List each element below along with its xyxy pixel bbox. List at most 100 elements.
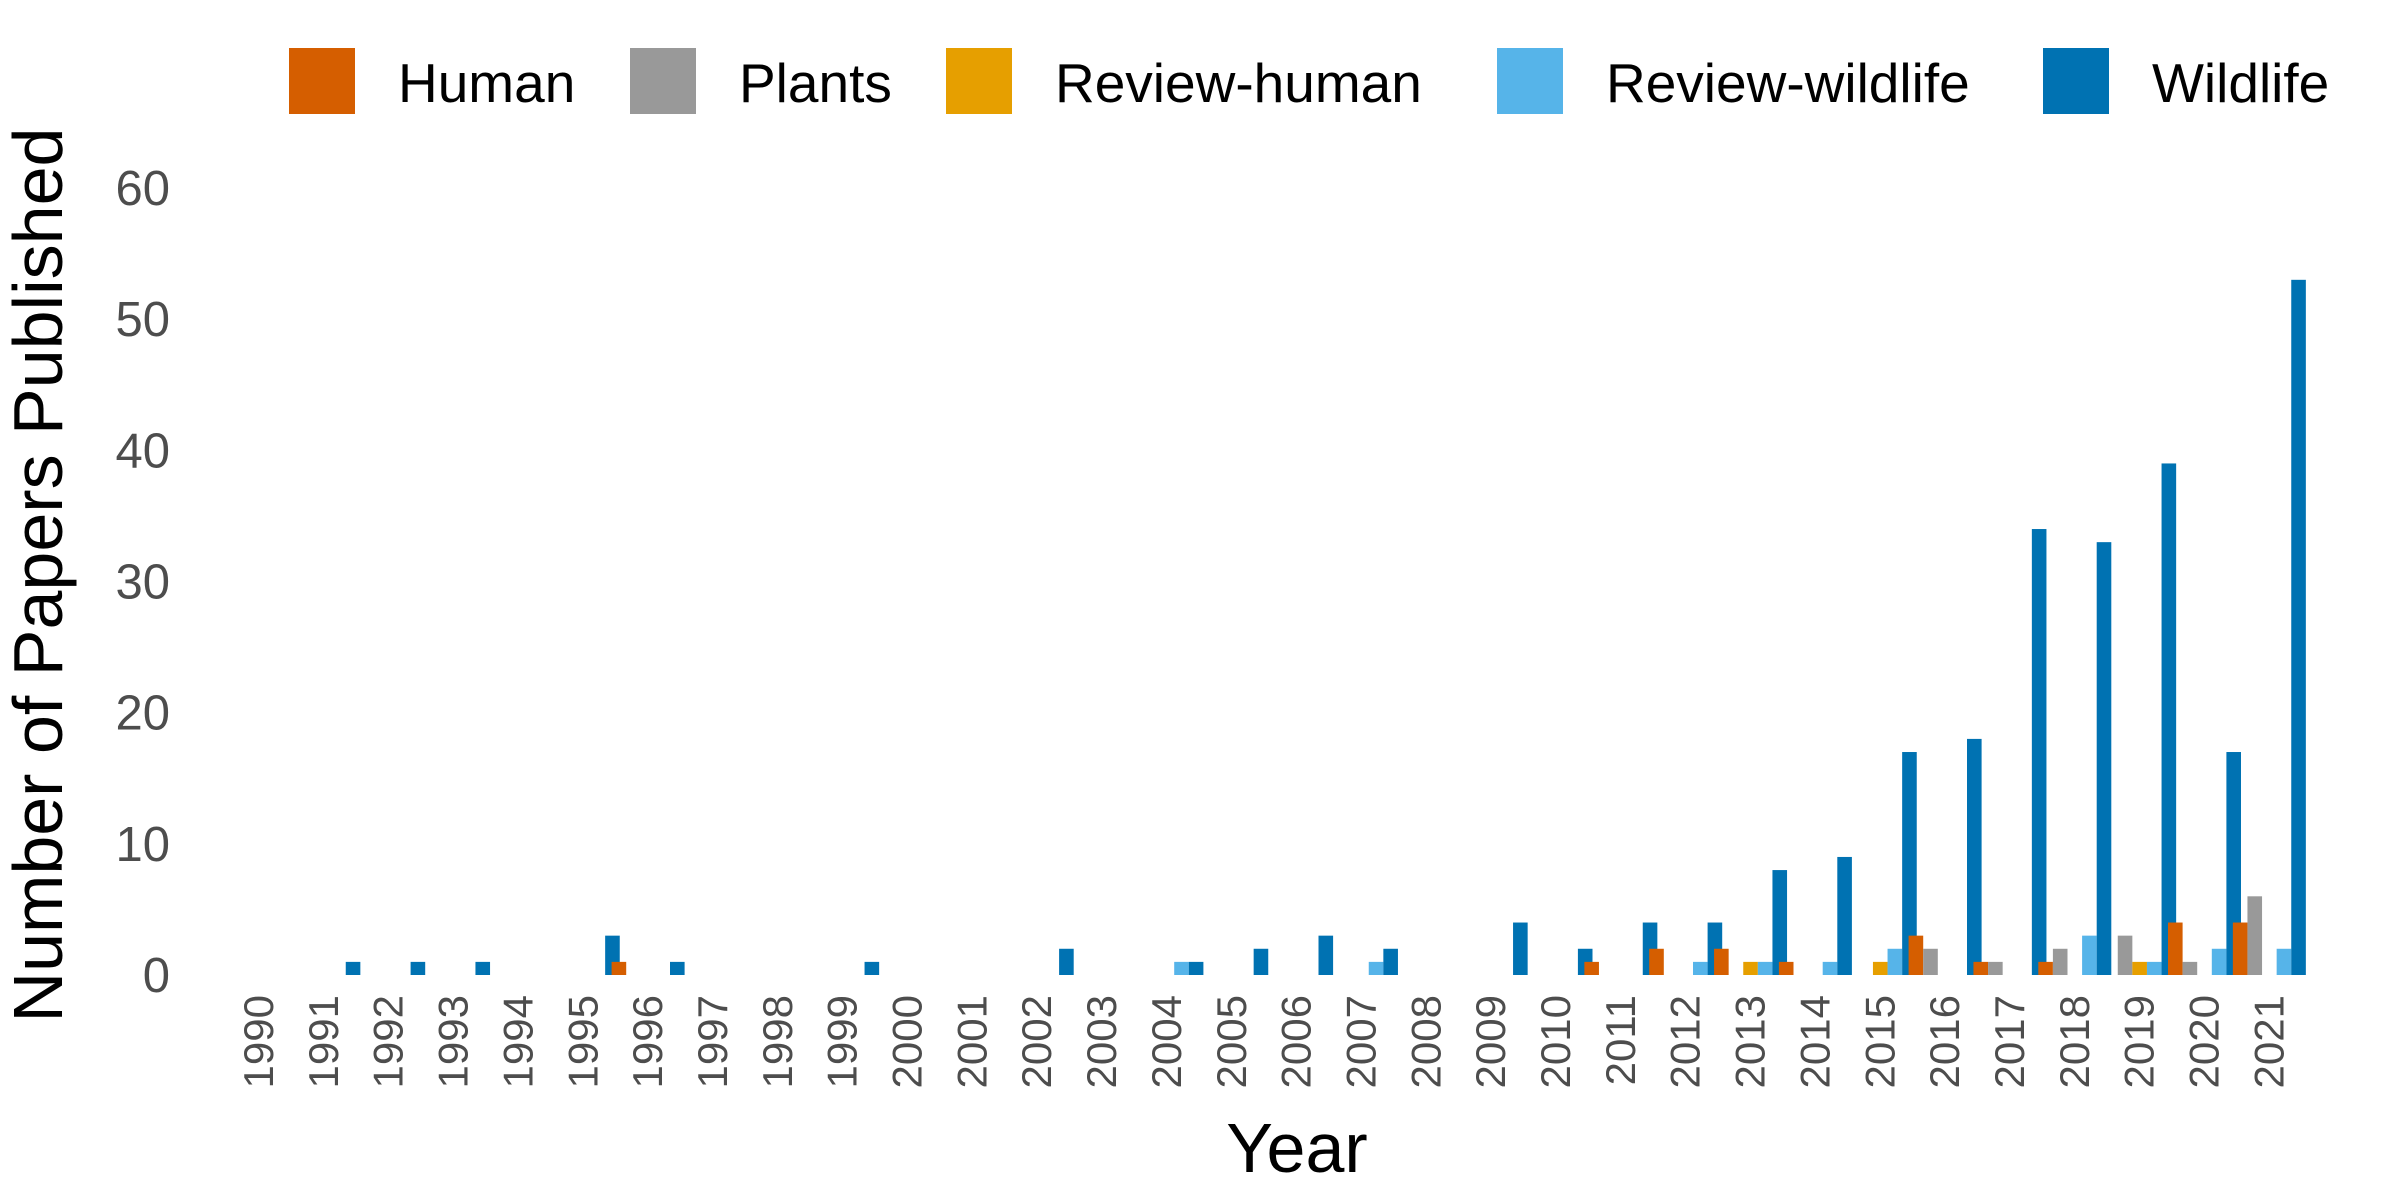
bar-review-wildlife-2012 xyxy=(1693,961,1708,975)
bar-review-wildlife-2019 xyxy=(2146,961,2162,975)
bar-wildlife-2015 xyxy=(1902,752,1917,975)
bar-wildlife-1993 xyxy=(475,961,491,975)
legend-label-review-wildlife: Review-wildlife xyxy=(1606,52,1970,114)
bar-wildlife-2013 xyxy=(1772,870,1788,975)
bar-wildlife-2004 xyxy=(1188,961,1204,975)
x-tick-label: 2015 xyxy=(1856,995,1903,1088)
bar-review-wildlife-2018 xyxy=(2082,935,2097,975)
x-tick-label: 2009 xyxy=(1467,995,1514,1088)
bar-review-wildlife-2013 xyxy=(1757,961,1773,975)
legend-label-wildlife: Wildlife xyxy=(2152,52,2329,114)
bar-plants-2019 xyxy=(2117,935,2133,975)
bar-wildlife-2006 xyxy=(1318,935,1334,975)
legend-swatch-wildlife xyxy=(2043,48,2109,114)
bar-wildlife-2007 xyxy=(1383,948,1398,975)
x-tick-label: 1997 xyxy=(689,995,736,1088)
legend-swatch-review-wildlife xyxy=(1497,48,1563,114)
x-tick-label: 2021 xyxy=(2245,995,2292,1088)
x-tick-label: 1999 xyxy=(819,995,866,1088)
x-axis-ticks: 1990 1991 1992 1993 1994 1995 1996 1997 1998 1999… xyxy=(235,995,2292,1088)
y-tick-label: 30 xyxy=(115,556,170,610)
legend-swatch-review-human xyxy=(946,48,1012,114)
x-tick-label: 1991 xyxy=(300,995,347,1088)
x-tick-label: 2016 xyxy=(1921,995,1968,1088)
legend: Human Plants Review-human Review-wildlife Wi… xyxy=(289,48,2329,114)
legend-swatch-human xyxy=(289,48,355,114)
x-tick-label: 2003 xyxy=(1078,995,1125,1088)
y-tick-label: 0 xyxy=(143,949,170,1003)
y-tick-label: 50 xyxy=(115,293,170,347)
bar-wildlife-2021 xyxy=(2291,279,2306,975)
bar-plants-2016 xyxy=(1923,948,1938,975)
bar-wildlife-2020 xyxy=(2226,752,2241,975)
bar-review-human-2019 xyxy=(2132,961,2147,975)
bar-wildlife-2016 xyxy=(1967,738,1982,975)
x-tick-label: 1996 xyxy=(624,995,671,1088)
bar-human-2014 xyxy=(1778,961,1794,975)
bar-wildlife-2002 xyxy=(1059,948,1074,975)
x-tick-label: 1998 xyxy=(754,995,801,1088)
y-axis-title: Number of Papers Published xyxy=(0,128,77,1023)
legend-label-human: Human xyxy=(398,52,575,114)
bar-wildlife-1992 xyxy=(410,961,426,975)
x-tick-label: 1995 xyxy=(559,995,606,1088)
bar-review-wildlife-2020 xyxy=(2211,948,2227,975)
bars xyxy=(345,279,2306,975)
y-axis-ticks: 0 10 20 30 40 50 60 xyxy=(115,162,170,1003)
bar-wildlife-1999 xyxy=(864,961,880,975)
y-tick-label: 10 xyxy=(115,818,170,872)
bar-human-2013 xyxy=(1714,948,1729,975)
bar-wildlife-2017 xyxy=(2031,529,2047,975)
bar-human-2011 xyxy=(1584,961,1599,975)
bar-wildlife-2009 xyxy=(1513,922,1528,975)
x-axis-title: Year xyxy=(1226,1109,1367,1187)
bar-plants-2018 xyxy=(2052,948,2068,975)
y-tick-label: 40 xyxy=(115,424,170,478)
bar-human-1996 xyxy=(611,961,627,975)
x-tick-label: 2002 xyxy=(1013,995,1060,1088)
x-tick-label: 2001 xyxy=(948,995,995,1088)
bar-wildlife-2018 xyxy=(2096,542,2112,975)
bar-human-2018 xyxy=(2038,961,2053,975)
bar-wildlife-1996 xyxy=(670,961,685,975)
legend-label-plants: Plants xyxy=(739,52,892,114)
x-tick-label: 2000 xyxy=(884,995,931,1088)
x-tick-label: 1993 xyxy=(430,995,477,1088)
x-tick-label: 1994 xyxy=(494,995,541,1088)
x-tick-label: 2007 xyxy=(1337,995,1384,1088)
bar-wildlife-1991 xyxy=(345,961,361,975)
bar-wildlife-2014 xyxy=(1837,856,1852,975)
legend-label-review-human: Review-human xyxy=(1055,52,1422,114)
bar-plants-2020 xyxy=(2182,961,2198,975)
x-tick-label: 2010 xyxy=(1532,995,1579,1088)
x-tick-label: 2018 xyxy=(2051,995,2098,1088)
bar-human-2017 xyxy=(1973,961,1989,975)
legend-swatch-plants xyxy=(630,48,696,114)
x-tick-label: 2017 xyxy=(1986,995,2033,1088)
x-tick-label: 2013 xyxy=(1727,995,1774,1088)
x-tick-label: 2020 xyxy=(2181,995,2228,1088)
x-tick-label: 2011 xyxy=(1597,995,1644,1085)
bar-human-2020 xyxy=(2168,922,2183,975)
x-tick-label: 2004 xyxy=(1143,995,1190,1088)
bar-human-2012 xyxy=(1649,948,1664,975)
x-tick-label: 1990 xyxy=(235,995,282,1088)
bar-review-human-2015 xyxy=(1872,961,1888,975)
x-tick-label: 2005 xyxy=(1208,995,1255,1088)
bar-human-2021 xyxy=(2232,922,2248,975)
bar-review-human-2013 xyxy=(1743,961,1758,975)
y-tick-label: 60 xyxy=(115,162,170,216)
y-tick-label: 20 xyxy=(115,687,170,741)
bar-review-wildlife-2015 xyxy=(1887,948,1903,975)
x-tick-label: 2019 xyxy=(2116,995,2163,1088)
bar-review-wildlife-2014 xyxy=(1822,961,1838,975)
bar-wildlife-2019 xyxy=(2161,463,2177,975)
x-tick-label: 2014 xyxy=(1791,995,1838,1088)
bar-review-wildlife-2021 xyxy=(2276,948,2292,975)
x-tick-label: 2006 xyxy=(1273,995,1320,1088)
bar-human-2016 xyxy=(1908,935,1924,975)
x-tick-label: 1992 xyxy=(365,995,412,1088)
bar-review-wildlife-2004 xyxy=(1174,961,1189,975)
bar-plants-2021 xyxy=(2247,896,2263,975)
